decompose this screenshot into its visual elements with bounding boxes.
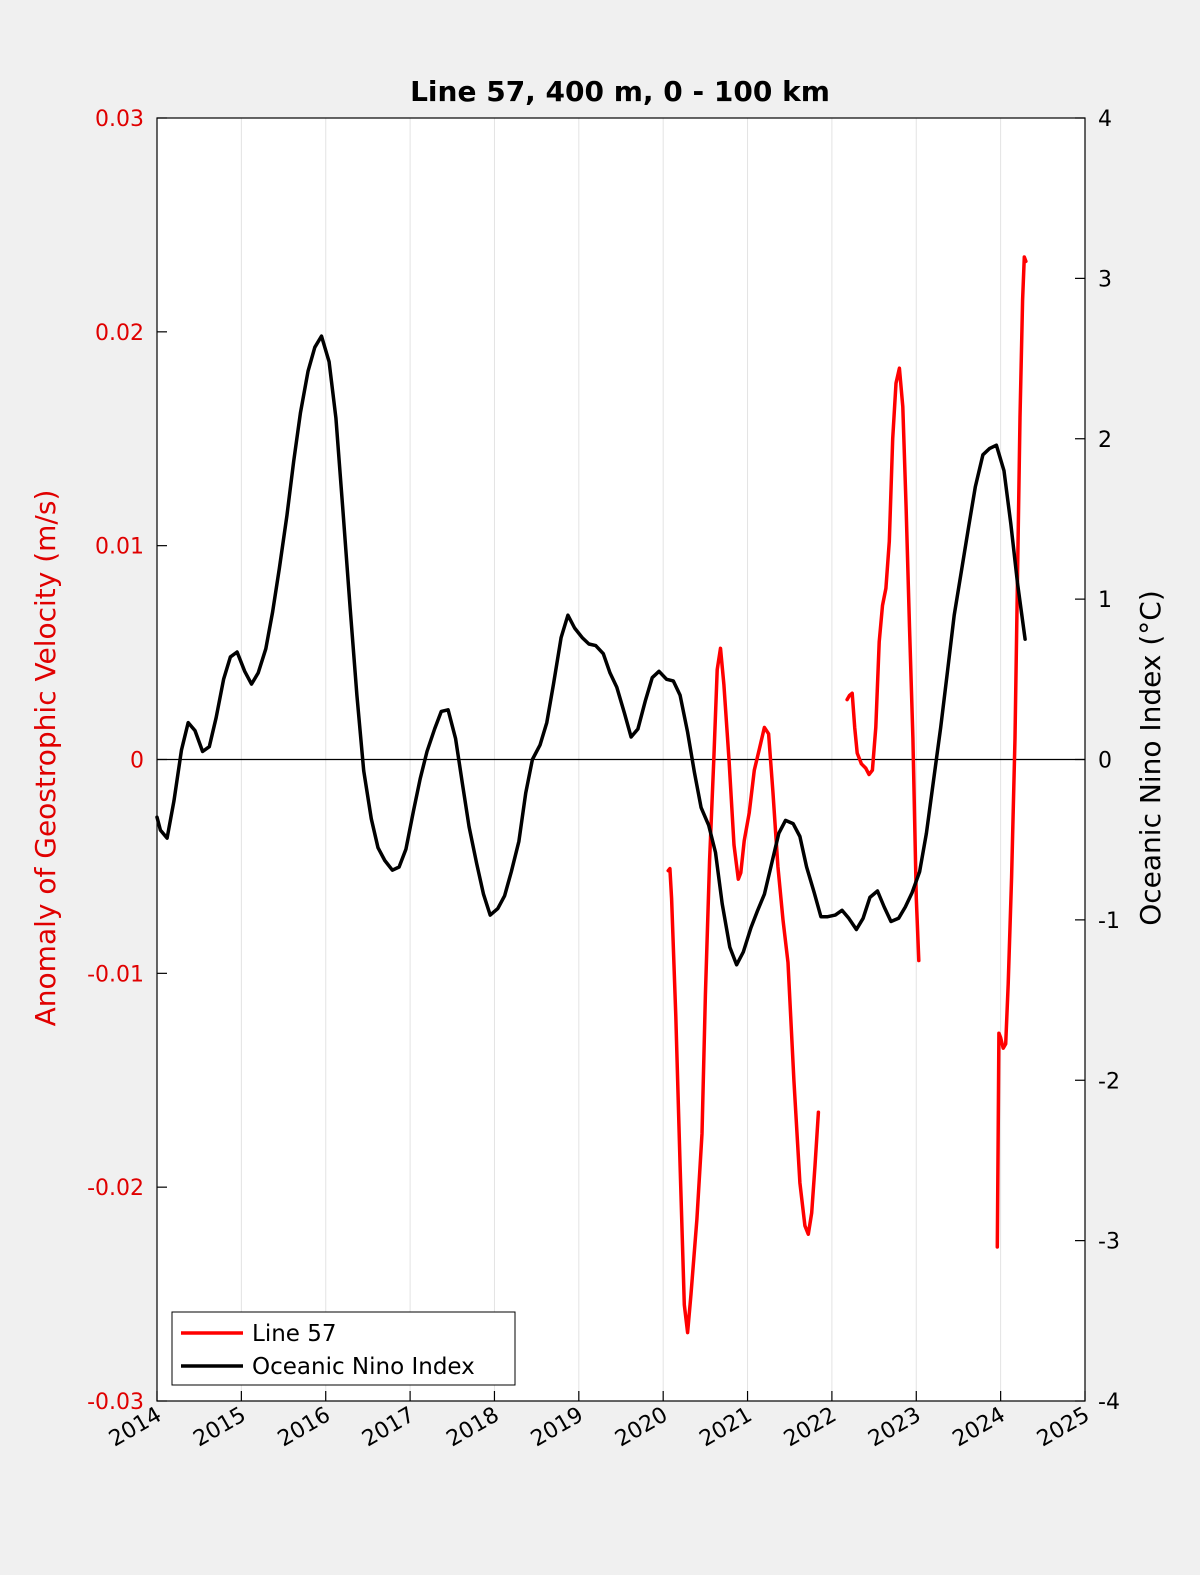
right-tick-label: 2 — [1098, 428, 1112, 453]
line57-series-line-0 — [666, 646, 821, 1335]
right-tick-label: -4 — [1098, 1390, 1120, 1415]
left-axis-title: Anomaly of Geostrophic Velocity (m/s) — [29, 490, 62, 1027]
right-tick-label: -1 — [1098, 909, 1120, 934]
chart-title: Line 57, 400 m, 0 - 100 km — [410, 75, 830, 108]
right-axis-title: Oceanic Nino Index (°C) — [1134, 590, 1167, 926]
line57-series-line-2 — [995, 255, 1028, 1249]
oni-series-line-0 — [155, 334, 1027, 967]
left-tick-label: 0.03 — [95, 107, 144, 132]
left-tick-label: 0.02 — [95, 321, 144, 346]
left-tick-label: -0.02 — [87, 1176, 144, 1201]
right-tick-label: 4 — [1098, 107, 1112, 132]
left-axis: -0.03 -0.02 -0.01 0 0.01 0.02 0.03 — [87, 107, 167, 1415]
right-tick-label: -2 — [1098, 1069, 1120, 1094]
line57-series-line-1 — [845, 366, 921, 963]
legend-oni-label: Oceanic Nino Index — [252, 1354, 475, 1380]
left-tick-label: -0.01 — [87, 962, 144, 987]
right-tick-label: 1 — [1098, 588, 1112, 613]
left-tick-label: 0 — [130, 749, 144, 774]
right-tick-label: -3 — [1098, 1230, 1120, 1255]
left-tick-label: -0.03 — [87, 1390, 144, 1415]
right-axis: -4 -3 -2 -1 0 1 2 3 4 — [1075, 107, 1120, 1415]
series-layer — [155, 255, 1028, 1335]
right-tick-label: 3 — [1098, 267, 1112, 292]
legend-box — [171, 1311, 516, 1386]
right-tick-label: 0 — [1098, 749, 1112, 774]
legend: Line 57 Oceanic Nino Index — [171, 1311, 516, 1386]
legend-line57-label: Line 57 — [252, 1321, 337, 1347]
left-tick-label: 0.01 — [95, 535, 144, 560]
